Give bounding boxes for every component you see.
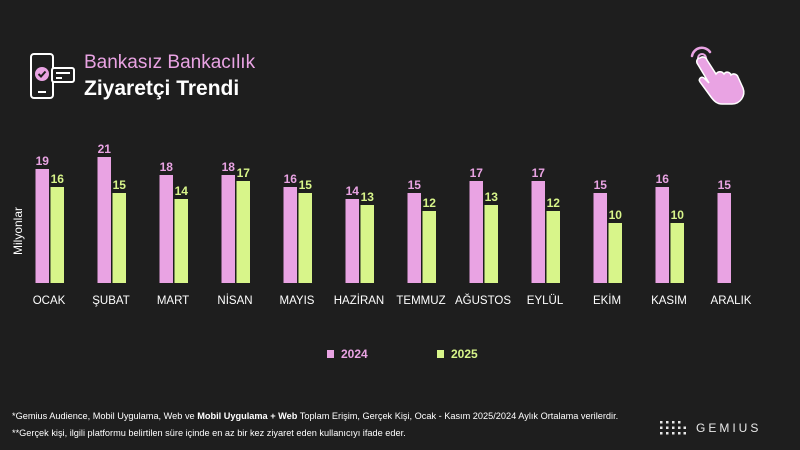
x-tick-label-3: MART [157,295,189,307]
bar-2025-1 [50,187,64,283]
gemius-logo-icon [660,421,686,435]
data-label-2024-9: 17 [532,166,546,180]
data-label-2024-11: 16 [656,172,670,186]
bar-2024-10 [593,193,607,283]
data-label-2025-3: 14 [175,184,189,198]
x-tick-label-8: AĞUSTOS [455,294,511,307]
x-tick-label-5: MAYIS [280,295,315,307]
footnote-source-part1: *Gemius Audience, Mobil Uygulama, Web ve [12,411,198,421]
phone-payment-icon [30,53,75,99]
bar-2024-3 [159,175,173,283]
footnote-definition: **Gerçek kişi, ilgili platformu belirtil… [12,428,406,438]
x-tick-label-4: NİSAN [217,294,252,307]
data-label-2024-1: 19 [36,154,50,168]
footnote-source: *Gemius Audience, Mobil Uygulama, Web ve… [12,411,618,421]
data-label-2024-6: 14 [346,184,360,198]
bar-2025-7 [422,211,436,283]
bar-2024-4 [221,175,235,283]
bar-2024-12 [717,193,731,283]
data-label-2024-12: 15 [718,178,732,192]
page-title: Ziyaretçi Trendi [84,77,240,100]
data-label-2025-5: 15 [299,178,313,192]
data-label-2024-7: 15 [408,178,422,192]
x-tick-label-12: ARALIK [711,295,752,307]
data-label-2024-2: 21 [98,142,112,156]
brand-name: GEMIUS [696,421,762,435]
x-tick-label-11: KASIM [651,295,687,307]
bar-2024-2 [97,157,111,283]
bar-2024-5 [283,187,297,283]
page-subtitle: Bankasız Bankacılık [84,52,256,73]
data-label-2024-4: 18 [222,160,236,174]
bar-2025-2 [112,193,126,283]
x-tick-label-1: OCAK [33,295,66,307]
data-label-2025-10: 10 [609,208,623,222]
bar-2025-8 [484,205,498,283]
x-tick-label-6: HAZİRAN [334,294,384,307]
bar-2024-1 [35,169,49,283]
data-label-2025-1: 16 [51,172,65,186]
legend-swatch-2024 [327,349,334,358]
x-tick-label-10: EKİM [593,294,621,307]
x-tick-label-2: ŞUBAT [92,295,130,307]
legend-item-2024: 2024 [327,346,368,361]
legend-label-2024: 2024 [341,346,368,361]
data-label-2025-6: 13 [361,190,375,204]
bar-2025-11 [670,223,684,283]
bar-2025-9 [546,211,560,283]
data-label-2025-7: 12 [423,196,437,210]
bar-2025-10 [608,223,622,283]
data-label-2025-2: 15 [113,178,127,192]
footnote-source-part2: Toplam Erişim, Gerçek Kişi, Ocak - Kasım… [297,411,619,421]
legend-label-2025: 2025 [451,346,478,361]
legend-swatch-2025 [437,349,444,358]
bar-2024-11 [655,187,669,283]
pointing-hand-icon [690,46,745,105]
x-tick-label-7: TEMMUZ [396,295,445,307]
data-label-2025-9: 12 [547,196,561,210]
footnote-source-bold: Mobil Uygulama + Web [197,411,298,421]
bar-2025-5 [298,193,312,283]
legend-item-2025: 2025 [437,346,478,361]
bar-2024-6 [345,199,359,283]
bar-2025-4 [236,181,250,283]
data-label-2024-8: 17 [470,166,484,180]
x-tick-label-9: EYLÜL [527,295,564,307]
bar-2025-6 [360,205,374,283]
bar-2024-8 [469,181,483,283]
bar-2024-7 [407,193,421,283]
bar-2024-9 [531,181,545,283]
data-label-2024-10: 15 [594,178,608,192]
brand-logo: GEMIUS [660,420,761,436]
data-label-2024-5: 16 [284,172,298,186]
bar-2025-3 [174,199,188,283]
data-label-2025-11: 10 [671,208,685,222]
data-label-2024-3: 18 [160,160,174,174]
data-label-2025-8: 13 [485,190,499,204]
data-label-2025-4: 17 [237,166,251,180]
